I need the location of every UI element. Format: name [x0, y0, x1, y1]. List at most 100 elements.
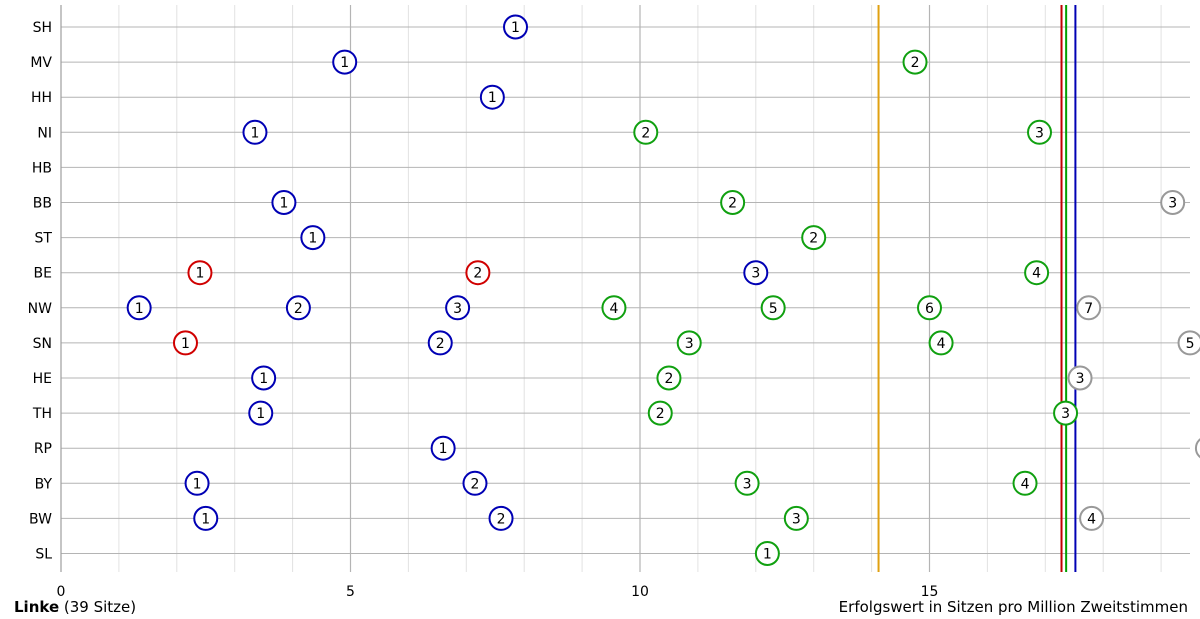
seat-number: 2	[911, 55, 920, 71]
seat-number: 1	[308, 231, 317, 247]
seat-number: 3	[1061, 406, 1070, 422]
seat-number: 4	[937, 336, 946, 352]
seat-marker	[427, 330, 453, 356]
seat-marker	[902, 49, 928, 75]
seat-number: 1	[439, 441, 448, 457]
seat-number: 3	[1168, 196, 1177, 212]
seat-number: 1	[256, 406, 265, 422]
seat-marker	[1067, 365, 1093, 391]
seat-number: 1	[763, 547, 772, 563]
seat-marker	[187, 260, 213, 286]
seat-point-sn-3: 3	[676, 330, 702, 356]
seat-marker	[430, 435, 456, 461]
seat-point-sh-1: 1	[503, 14, 529, 40]
seat-number: 2	[809, 231, 818, 247]
seat-point-nw-4: 4	[601, 295, 627, 321]
seat-point-bb-3: 3	[1160, 190, 1186, 215]
x-axis-label: Erfolgswert in Sitzen pro Million Zweits…	[838, 598, 1188, 616]
seat-marker	[1024, 260, 1050, 286]
seat-marker	[193, 505, 219, 531]
seat-number: 4	[1087, 511, 1096, 527]
seat-point-be-3: 3	[743, 260, 769, 286]
seat-number: 2	[497, 511, 506, 527]
seat-point-nw-7: 7	[1076, 295, 1102, 321]
seat-marker	[801, 225, 827, 251]
seat-marker	[656, 365, 682, 391]
seat-number: 4	[1021, 476, 1030, 492]
seat-point-hh-1: 1	[479, 84, 505, 110]
party-name: Linke	[14, 598, 60, 616]
seat-marker	[1012, 470, 1038, 496]
seat-point-by-3: 3	[734, 470, 760, 496]
x-tick-label: 10	[631, 584, 649, 600]
seat-marker	[1027, 119, 1053, 145]
row-label-th: TH	[32, 406, 52, 422]
seats-count: (39 Sitze)	[63, 598, 137, 616]
seat-point-sn-5: 5	[1177, 330, 1200, 356]
seat-number: 4	[1032, 266, 1041, 282]
row-label-ni: NI	[37, 125, 52, 141]
seat-number: 3	[685, 336, 694, 352]
x-tick-label: 5	[346, 584, 355, 600]
row-labels: SH MV HH NI HB BB ST BE NW SN HE TH RP BY BW SL	[28, 20, 53, 563]
seat-marker	[332, 49, 358, 75]
seat-marker	[633, 119, 659, 145]
x-tick-label: 15	[921, 584, 939, 600]
seat-number: 3	[792, 511, 801, 527]
seat-number: 1	[259, 371, 268, 387]
row-label-nw: NW	[28, 301, 52, 317]
seat-number: 1	[511, 20, 520, 36]
seat-number: 1	[340, 55, 349, 71]
seat-point-be-4: 4	[1024, 260, 1050, 286]
seat-marker	[734, 470, 760, 496]
seat-point-rp-2: 2	[1194, 438, 1200, 459]
seat-marker	[601, 295, 627, 321]
seat-marker	[271, 190, 297, 215]
row-label-st: ST	[35, 231, 53, 247]
seat-number: 1	[181, 336, 190, 352]
seat-marker	[917, 295, 942, 321]
seat-number: 5	[769, 301, 778, 317]
seat-point-bw-2: 2	[488, 505, 514, 531]
seat-point-sn-4: 4	[928, 330, 954, 356]
seat-point-rp-1: 1	[430, 435, 456, 461]
seat-point-ni-2: 2	[633, 119, 659, 145]
seat-marker	[647, 400, 673, 426]
x-tick-label: 0	[57, 584, 66, 600]
seat-marker	[1076, 295, 1102, 321]
seat-marker	[248, 400, 274, 426]
seat-marker	[1079, 505, 1105, 531]
seat-point-th-1: 1	[248, 400, 274, 426]
seat-point-sl-1: 1	[754, 541, 780, 566]
seat-number: 1	[195, 266, 204, 282]
seat-number: 5	[1186, 336, 1195, 352]
seat-number: 1	[135, 301, 144, 317]
seat-number: 4	[609, 301, 618, 317]
seat-marker	[172, 330, 198, 356]
seat-number: 2	[656, 406, 665, 422]
row-label-be: BE	[34, 266, 52, 282]
row-label-hb: HB	[32, 160, 52, 176]
seat-point-ni-3: 3	[1027, 119, 1053, 145]
seat-marker	[184, 470, 210, 496]
row-label-sl: SL	[35, 547, 52, 563]
x-axis-ticks: 0 5 10 15	[57, 584, 939, 600]
seat-point-bw-3: 3	[783, 505, 809, 531]
seat-point-sn-1: 1	[172, 330, 198, 356]
threshold-lines	[877, 5, 1077, 572]
seat-point-bb-2: 2	[720, 190, 746, 215]
seat-point-he-1: 1	[251, 365, 277, 391]
seat-marker	[126, 295, 152, 321]
seat-number: 2	[436, 336, 445, 352]
seat-number: 3	[1076, 371, 1085, 387]
seat-point-mv-2: 2	[902, 49, 928, 75]
seat-point-nw-6: 6	[917, 295, 942, 321]
row-label-by: BY	[35, 476, 53, 492]
seat-point-st-1: 1	[300, 225, 326, 251]
seat-marker	[445, 295, 471, 321]
seat-marker	[1177, 330, 1200, 356]
row-label-hh: HH	[31, 90, 52, 106]
seat-point-by-2: 2	[462, 470, 488, 496]
seat-point-by-1: 1	[184, 470, 210, 496]
